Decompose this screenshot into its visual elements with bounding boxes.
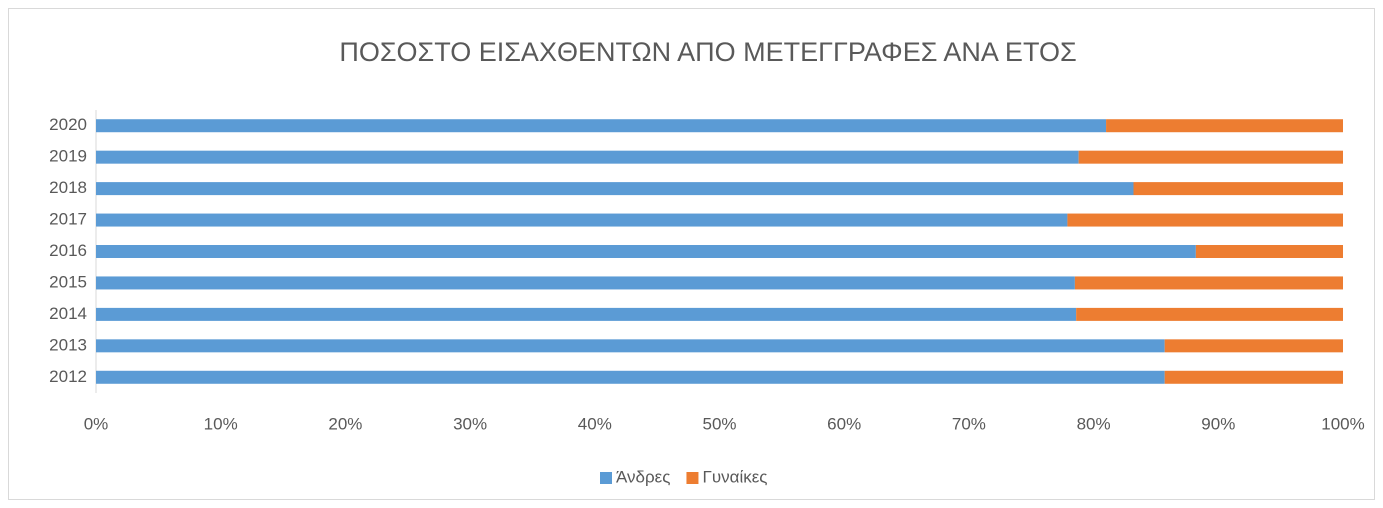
- bar-segment: [96, 339, 1165, 353]
- y-tick-label: 2020: [49, 115, 87, 134]
- bar-segment: [96, 276, 1075, 290]
- y-tick-label: 2017: [49, 210, 87, 229]
- x-tick-label: 90%: [1201, 414, 1235, 433]
- x-tick-label: 10%: [204, 414, 238, 433]
- bar-segment: [96, 182, 1134, 196]
- y-tick-label: 2015: [49, 272, 87, 291]
- bar-segment: [1164, 339, 1343, 353]
- bar-segment: [1133, 182, 1343, 196]
- y-tick-label: 2012: [49, 367, 87, 386]
- y-tick-label: 2018: [49, 178, 87, 197]
- legend-label: Άνδρες: [616, 467, 670, 486]
- legend-swatch: [600, 472, 612, 484]
- bar-segment: [96, 119, 1107, 133]
- bar-segment: [1106, 119, 1343, 133]
- y-tick-label: 2013: [49, 335, 87, 354]
- bar-segment: [96, 213, 1068, 227]
- x-tick-label: 60%: [827, 414, 861, 433]
- y-tick-label: 2016: [49, 241, 87, 260]
- chart-title: ΠΟΣΟΣΤΟ ΕΙΣΑΧΘΕΝΤΩΝ ΑΠΟ ΜΕΤΕΓΓΡΑΦΕΣ ΑΝΑ …: [339, 37, 1076, 67]
- bar-segment: [1074, 276, 1343, 290]
- legend-label: Γυναίκες: [702, 467, 767, 486]
- x-tick-label: 70%: [952, 414, 986, 433]
- bar-segment: [1076, 307, 1343, 321]
- legend-swatch: [686, 472, 699, 484]
- bar-segment: [96, 307, 1077, 321]
- x-tick-label: 80%: [1077, 414, 1111, 433]
- bar-segment: [1067, 213, 1343, 227]
- bar-segment: [96, 370, 1165, 384]
- x-tick-label: 50%: [702, 414, 736, 433]
- x-tick-label: 20%: [328, 414, 362, 433]
- bar-segment: [1078, 150, 1343, 164]
- y-tick-label: 2014: [49, 304, 87, 323]
- x-tick-label: 30%: [453, 414, 487, 433]
- x-tick-label: 100%: [1321, 414, 1364, 433]
- bar-segment: [1195, 245, 1343, 258]
- x-tick-label: 40%: [578, 414, 612, 433]
- x-tick-label: 0%: [84, 414, 109, 433]
- bar-segment: [96, 150, 1079, 164]
- bar-segment: [1164, 370, 1343, 384]
- y-tick-label: 2019: [49, 147, 87, 166]
- bar-segment: [96, 245, 1196, 258]
